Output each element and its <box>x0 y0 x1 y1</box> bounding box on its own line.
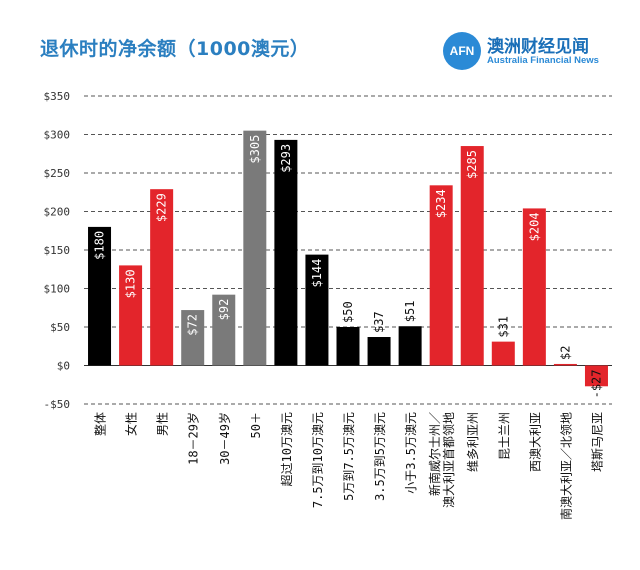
data-label: $51 <box>403 301 417 323</box>
data-label: $2 <box>558 346 572 360</box>
bar <box>274 139 298 366</box>
bar <box>150 189 174 366</box>
x-category-label: 昆士兰州 <box>497 412 511 460</box>
data-label: $305 <box>248 135 262 164</box>
data-label: $229 <box>155 193 169 222</box>
bar <box>367 337 391 366</box>
brand-logo: AFN 澳洲财经见闻 Australia Financial News <box>443 32 633 72</box>
data-label: $31 <box>496 316 510 338</box>
x-category-label: 超过10万澳元 <box>279 412 294 486</box>
data-label: $50 <box>341 301 355 323</box>
brand-name-en: Australia Financial News <box>487 55 599 66</box>
bar <box>584 365 608 387</box>
bar <box>212 294 236 366</box>
x-category-label: 维多利亚州 <box>466 412 480 472</box>
bar <box>429 185 453 366</box>
brand-name-cn: 澳洲财经见闻 <box>487 37 589 57</box>
x-category-label: 西澳大利亚 <box>528 412 542 472</box>
x-category-label: 7.5万到10万澳元 <box>311 412 325 508</box>
data-label: -$27 <box>589 370 603 399</box>
bar <box>336 327 360 366</box>
x-category-label: 整体 <box>93 412 108 436</box>
data-label: $92 <box>217 299 231 321</box>
bar <box>553 363 577 366</box>
data-label: $293 <box>279 144 293 173</box>
bar <box>119 265 143 366</box>
x-axis: 整体 女性 男性 18－29岁 30－49岁 50＋ 超过10万澳元 7.5万到10万澳元 5万… <box>93 412 605 520</box>
x-category-label: 3.5万到5万澳元 <box>373 412 387 501</box>
y-axis: -$50 $0 $50 $100 $150 $200 $250 $300 $350 <box>44 90 71 411</box>
data-label: $130 <box>124 269 138 298</box>
x-category-label: 新南威尔士州／ <box>427 412 442 496</box>
afn-logo-icon: AFN <box>443 32 481 70</box>
data-label: $180 <box>93 231 107 260</box>
x-category-label: 5万到7.5万澳元 <box>342 412 356 501</box>
y-tick-label: $200 <box>44 206 71 219</box>
bars <box>88 130 608 387</box>
bar <box>305 254 329 366</box>
y-tick-label: -$50 <box>44 398 71 411</box>
data-label: $37 <box>372 311 386 333</box>
bar <box>243 130 267 366</box>
x-category-label: 小于3.5万澳元 <box>404 412 418 494</box>
y-tick-label: $350 <box>44 90 71 103</box>
y-tick-label: $250 <box>44 167 71 180</box>
bar <box>181 310 205 366</box>
x-category-label: 30－49岁 <box>217 412 232 465</box>
y-tick-label: $50 <box>50 321 70 334</box>
y-tick-label: $0 <box>57 360 70 373</box>
y-tick-label: $300 <box>44 129 71 142</box>
x-category-label: 塔斯马尼亚 <box>590 412 604 472</box>
bar <box>398 326 422 366</box>
y-tick-label: $100 <box>44 283 71 296</box>
data-label: $204 <box>527 212 541 241</box>
bar <box>491 341 515 366</box>
data-label: $234 <box>434 189 448 218</box>
y-tick-label: $150 <box>44 244 71 257</box>
data-label: $144 <box>310 259 324 288</box>
chart-title: 退休时的净余额（1000澳元） <box>40 38 310 60</box>
x-category-label: 18－29岁 <box>186 412 201 465</box>
x-category-label: 澳大利亚首都领地 <box>442 412 456 508</box>
bar <box>88 226 112 366</box>
x-category-label: 50＋ <box>249 412 263 438</box>
bar <box>460 146 484 366</box>
data-labels: $180 $130 $229 $72 $92 $305 $293 $144 $50 $37 $51 $… <box>93 135 604 399</box>
data-label: $72 <box>186 314 200 336</box>
data-label: $285 <box>465 150 479 179</box>
bar <box>522 208 546 366</box>
x-category-label: 男性 <box>156 412 170 436</box>
x-category-label: 女性 <box>124 412 139 436</box>
x-category-label: 南澳大利亚／北领地 <box>558 412 573 520</box>
